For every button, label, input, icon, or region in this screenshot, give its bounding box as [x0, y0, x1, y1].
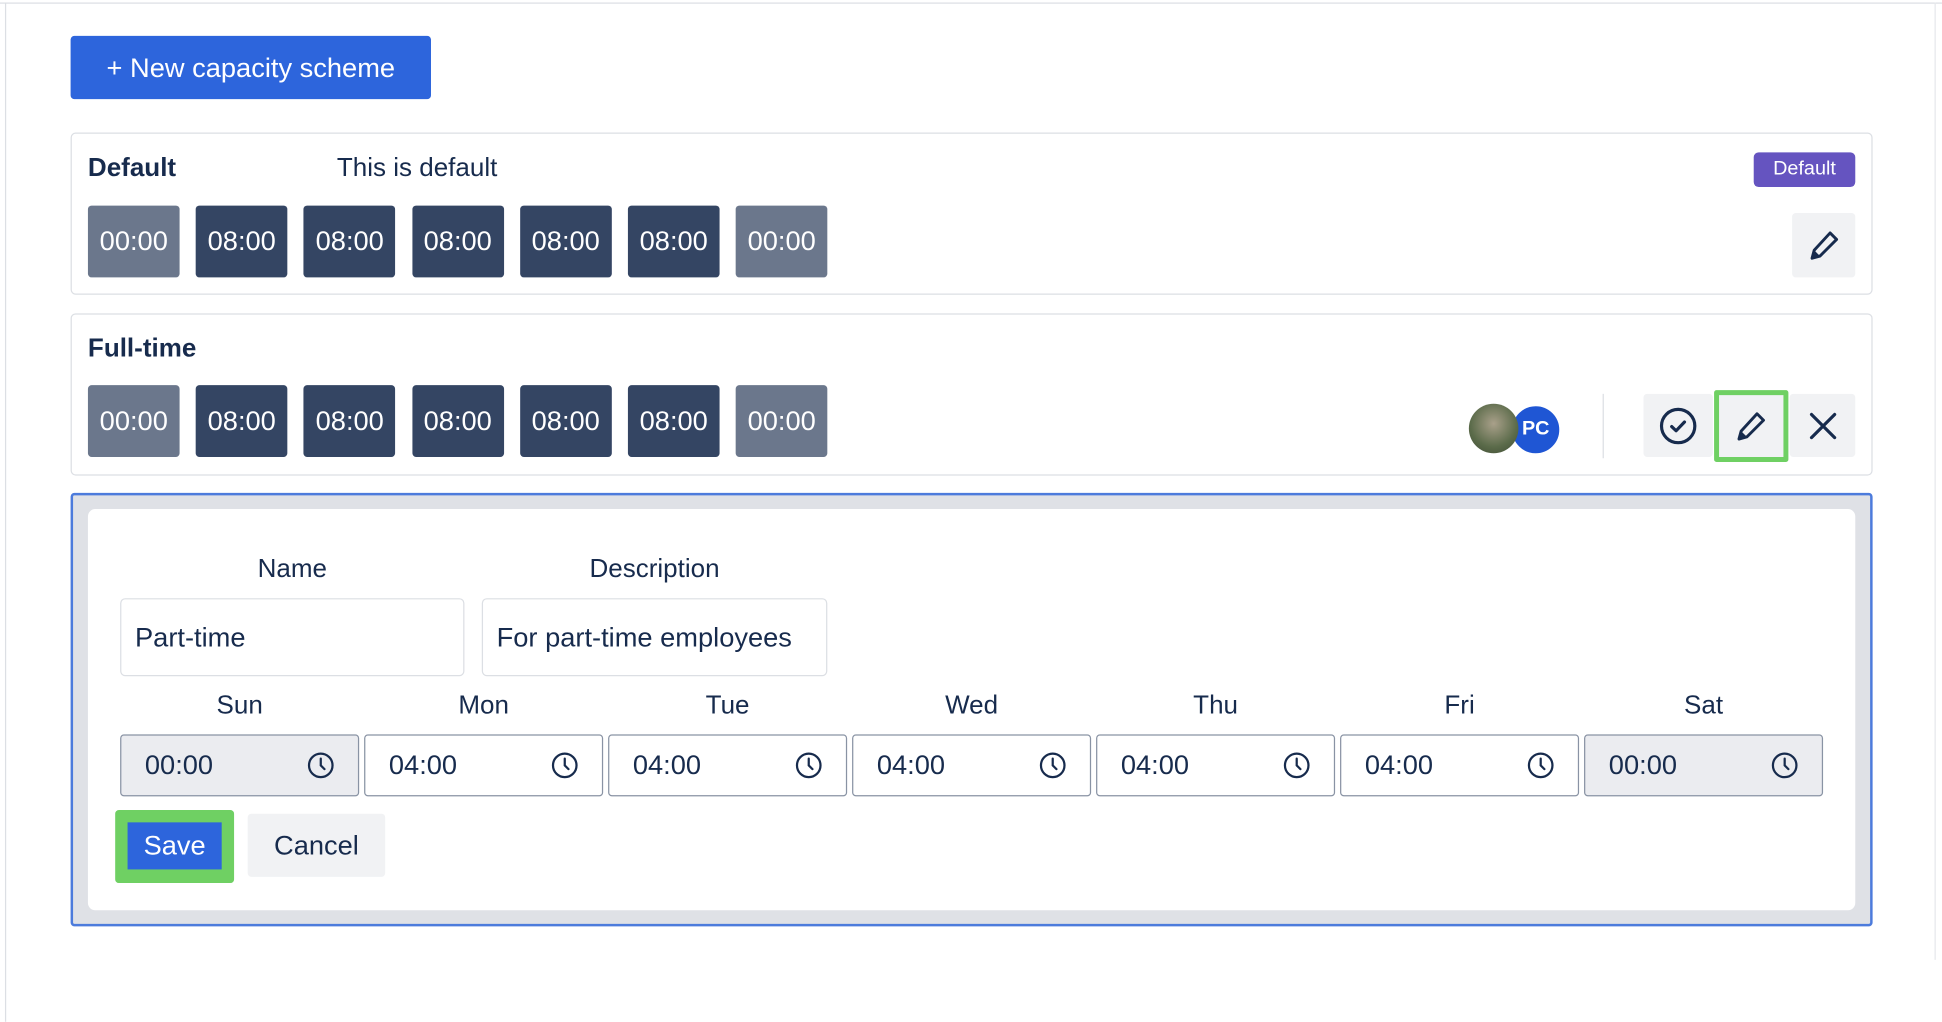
time-input-wed[interactable]: 04:00 [852, 734, 1092, 797]
save-button[interactable]: Save [127, 822, 222, 870]
day-hours-chip: 08:00 [519, 205, 612, 278]
cancel-button[interactable]: Cancel [247, 813, 386, 877]
clock-icon[interactable] [1770, 751, 1800, 781]
day-hours-chip: 00:00 [735, 205, 828, 278]
edit-full-time-button[interactable] [1714, 390, 1789, 462]
day-hours-chip: 08:00 [195, 205, 288, 278]
day-hours-chip: 00:00 [87, 385, 180, 458]
close-icon [1809, 412, 1836, 439]
delete-full-time-button[interactable] [1789, 393, 1856, 458]
avatar-photo[interactable] [1468, 403, 1519, 454]
day-label-fri: Fri [1444, 691, 1475, 720]
time-input-fri[interactable]: 04:00 [1340, 734, 1580, 797]
clock-icon[interactable] [794, 751, 824, 781]
clock-icon[interactable] [550, 751, 580, 781]
clock-icon[interactable] [1526, 751, 1556, 781]
description-input[interactable]: For part-time employees [481, 598, 828, 677]
time-value: 04:00 [632, 749, 702, 781]
divider [1602, 393, 1604, 459]
time-value: 04:00 [1364, 749, 1434, 781]
pencil-icon [1809, 231, 1838, 260]
default-badge: Default [1753, 152, 1856, 188]
day-hours-chip: 08:00 [519, 385, 612, 458]
description-label: Description [589, 554, 720, 584]
time-value: 04:00 [876, 749, 946, 781]
pencil-icon [1737, 412, 1765, 441]
day-hours-chip: 08:00 [195, 385, 288, 458]
new-capacity-scheme-button[interactable]: + New capacity scheme [70, 35, 431, 100]
name-label: Name [257, 554, 327, 584]
time-value: 00:00 [1608, 749, 1678, 781]
time-input-thu[interactable]: 04:00 [1096, 734, 1336, 797]
clock-icon[interactable] [1038, 751, 1068, 781]
scheme-description: This is default [336, 153, 498, 183]
day-label-sun: Sun [216, 691, 263, 720]
time-value: 04:00 [1120, 749, 1190, 781]
day-label-sat: Sat [1684, 691, 1724, 720]
check-circle-icon [1659, 407, 1697, 444]
day-label-thu: Thu [1193, 691, 1238, 720]
time-input-mon[interactable]: 04:00 [364, 734, 604, 797]
day-label-tue: Tue [705, 691, 750, 720]
left-divider [4, 2, 7, 1022]
day-hours-chip: 00:00 [87, 205, 180, 278]
day-label-wed: Wed [945, 691, 999, 720]
day-hours-chip: 08:00 [303, 205, 396, 278]
day-hours-chip: 08:00 [627, 205, 720, 278]
clock-icon[interactable] [1282, 751, 1312, 781]
day-hours-chip: 00:00 [735, 385, 828, 458]
time-input-sun[interactable]: 00:00 [120, 734, 360, 797]
day-label-mon: Mon [458, 691, 509, 720]
time-value: 04:00 [388, 749, 458, 781]
scheme-name: Full-time [87, 334, 197, 363]
top-divider [0, 2, 1942, 4]
name-input[interactable]: Part-time [120, 598, 465, 677]
edit-default-button[interactable] [1792, 213, 1856, 278]
day-hours-chip: 08:00 [411, 385, 504, 458]
time-input-sat[interactable]: 00:00 [1584, 734, 1824, 797]
time-input-tue[interactable]: 04:00 [608, 734, 848, 797]
time-value: 00:00 [144, 749, 214, 781]
scheme-name: Default [87, 153, 177, 183]
set-default-button[interactable] [1643, 393, 1713, 458]
scrollbar-track[interactable] [1934, 2, 1936, 960]
day-hours-chip: 08:00 [303, 385, 396, 458]
day-hours-chip: 08:00 [627, 385, 720, 458]
day-hours-chip: 08:00 [411, 205, 504, 278]
clock-icon[interactable] [306, 751, 336, 781]
